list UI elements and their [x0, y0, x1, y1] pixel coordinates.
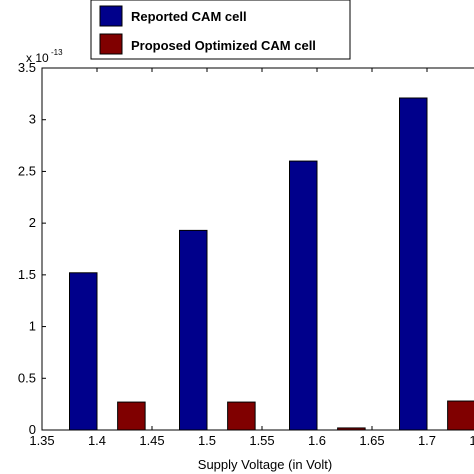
bar-reported-3 [399, 97, 428, 431]
x-tick-label: 1.7 [418, 433, 436, 448]
legend-swatch-reported [99, 5, 123, 27]
x-axis-label: Supply Voltage (in Volt) [198, 457, 332, 472]
x-tick-label: 1.65 [359, 433, 384, 448]
y-tick-label: 2.5 [18, 163, 36, 178]
bars [69, 97, 474, 431]
y-axis: 0 0.5 1 1.5 2 2.5 3 3.5 [18, 60, 46, 437]
y-multiplier-exponent: -13 [51, 48, 63, 57]
legend: Reported CAM cell Proposed Optimized CAM… [90, 0, 351, 60]
y-tick-label: 3 [29, 112, 36, 127]
x-tick-label: 1.6 [308, 433, 326, 448]
bar-proposed-0 [117, 401, 146, 431]
legend-box [90, 0, 351, 60]
x-axis: 1.35 1.4 1.45 1.5 1.55 1.6 1.65 1.7 1.75 [29, 68, 474, 448]
bar-reported-2 [289, 160, 318, 431]
bar-proposed-1 [227, 401, 256, 431]
x-tick-label: 1.45 [139, 433, 164, 448]
x-tick-label: 1.4 [88, 433, 106, 448]
y-tick-label: 0.5 [18, 370, 36, 385]
x-tick-label: 1.5 [198, 433, 216, 448]
y-tick-label: 0 [29, 422, 36, 437]
bar-proposed-3 [447, 400, 474, 431]
bar-reported-1 [179, 229, 208, 431]
y-tick-label: 2 [29, 215, 36, 230]
bar-proposed-2 [337, 427, 366, 431]
legend-label-proposed: Proposed Optimized CAM cell [131, 38, 316, 53]
y-multiplier: x 10 [26, 51, 49, 65]
bar-reported-0 [69, 272, 98, 431]
legend-label-reported: Reported CAM cell [131, 9, 247, 24]
x-tick-label: 1.55 [249, 433, 274, 448]
y-tick-label: 1 [29, 319, 36, 334]
y-tick-label: 3.5 [18, 60, 36, 75]
x-tick-label: 1.35 [29, 433, 54, 448]
y-tick-label: 1.5 [18, 267, 36, 282]
x-tick-label: 1.75 [469, 433, 474, 448]
legend-swatch-proposed [99, 33, 123, 55]
